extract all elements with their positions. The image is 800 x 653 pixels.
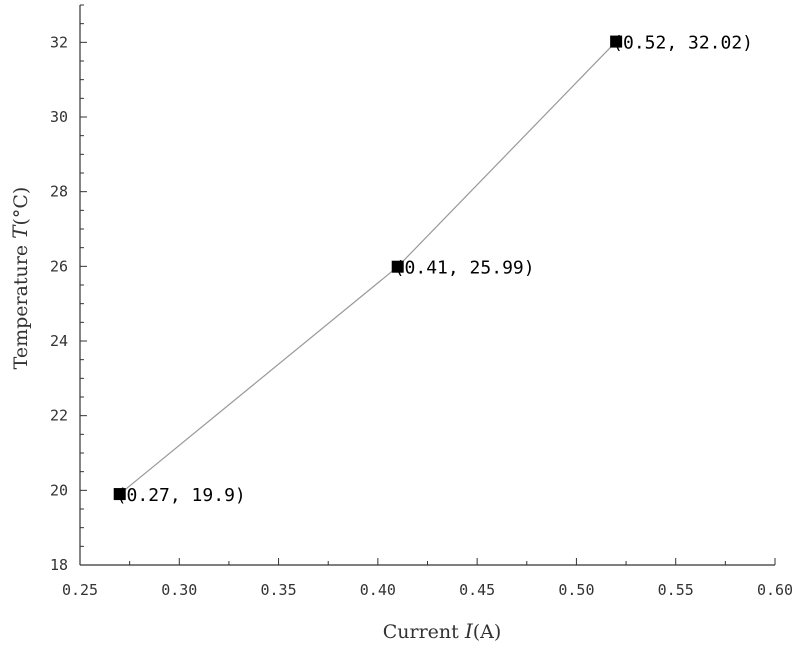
data-point-marker [391, 260, 404, 273]
y-tick-label: 26 [50, 257, 68, 275]
series-layer [113, 35, 623, 501]
x-tick-label: 0.30 [161, 581, 197, 599]
y-axis-title-unit: (°C) [10, 187, 32, 226]
x-tick-label: 0.35 [261, 581, 297, 599]
y-tick-label: 28 [50, 183, 68, 201]
y-axis-title-symbol: T [8, 224, 32, 239]
y-tick-label: 24 [50, 332, 68, 350]
series-line [119, 41, 617, 495]
data-point-label: (0.52, 32.02) [612, 33, 753, 54]
y-tick-label: 32 [50, 33, 68, 51]
x-axis-title-symbol: I [464, 619, 474, 643]
y-tick-label: 18 [50, 556, 68, 574]
x-tick-label: 0.50 [558, 581, 594, 599]
y-tick-label: 20 [50, 481, 68, 499]
x-tick-label: 0.55 [658, 581, 694, 599]
x-axis: 0.25 0.30 0.35 0.40 0.45 0.50 0.55 0.60 [62, 558, 793, 599]
x-axis-title: Current I(A) [383, 619, 502, 643]
x-tick-label: 0.25 [62, 581, 98, 599]
x-tick-label: 0.45 [459, 581, 495, 599]
x-axis-title-prefix: Current [383, 621, 465, 643]
data-point-marker [610, 35, 623, 48]
plot-frame [79, 5, 775, 566]
y-tick-label: 30 [50, 108, 68, 126]
x-tick-label: 0.60 [757, 581, 793, 599]
y-axis: 18 20 22 24 26 28 30 32 [50, 4, 87, 574]
y-tick-label: 22 [50, 407, 68, 425]
x-tick-label: 0.40 [360, 581, 396, 599]
y-axis-title: Temperature T(°C) [8, 187, 32, 370]
data-point-label: (0.41, 25.99) [394, 258, 535, 279]
point-labels-layer: (0.27, 19.9) (0.41, 25.99) (0.52, 32.02) [116, 33, 753, 506]
y-axis-title-prefix: Temperature [10, 239, 32, 370]
data-point-marker [113, 488, 126, 501]
x-axis-title-unit: (A) [473, 621, 502, 643]
data-point-label: (0.27, 19.9) [116, 485, 246, 506]
